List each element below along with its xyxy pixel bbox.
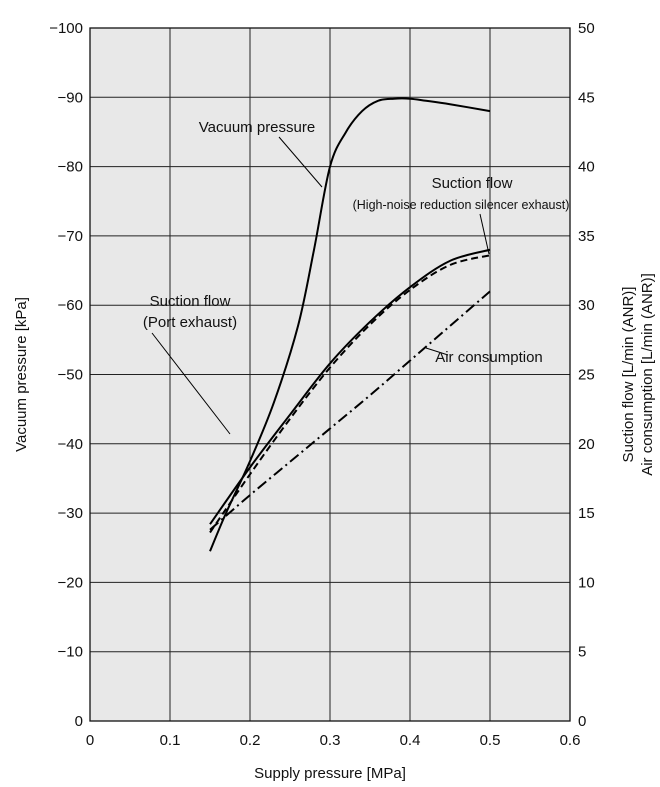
y-tick-label: −100 [49, 20, 83, 37]
y2-tick-label: 50 [578, 20, 595, 37]
series-line-3 [209, 290, 491, 531]
series-line-0 [209, 97, 491, 552]
y-tick-label: −30 [58, 505, 83, 522]
annotation-air-consumption: Air consumption [435, 349, 543, 366]
leader-line-suction-silencer [479, 213, 490, 255]
plot-frame [89, 27, 571, 722]
annotation-suction-flow-port-subtitle: (Port exhaust) [143, 314, 237, 331]
x-tick-label: 0.2 [240, 732, 261, 749]
annotation-suction-flow-port-title: Suction flow [150, 293, 231, 310]
series-layer [209, 97, 491, 552]
y-tick-label: −60 [58, 297, 83, 314]
y-tick-label: −70 [58, 228, 83, 245]
y2-tick-label: 0 [578, 713, 586, 730]
grid-layer [90, 28, 570, 721]
annotation-vacuum-pressure: Vacuum pressure [199, 119, 315, 136]
y2-tick-label: 15 [578, 505, 595, 522]
leader-line-suction-port [151, 332, 231, 435]
annotation-suction-flow-silencer-title: Suction flow [432, 175, 513, 192]
y-axis-label: Vacuum pressure [kPa] [13, 297, 30, 452]
x-tick-label: 0 [86, 732, 94, 749]
y2-tick-label: 10 [578, 574, 595, 591]
x-tick-label: 0.4 [400, 732, 421, 749]
y2-axis-label-suction: Suction flow [L/min (ANR)] [620, 287, 637, 463]
x-tick-label: 0.3 [320, 732, 341, 749]
y2-axis-label-air: Air consumption [L/min (ANR)] [639, 273, 656, 476]
y2-tick-label: 40 [578, 159, 595, 176]
y2-tick-label: 45 [578, 89, 595, 106]
y-tick-label: −20 [58, 574, 83, 591]
leader-line-air-consumption [425, 347, 449, 356]
y-tick-label: 0 [75, 713, 83, 730]
leader-line-vacuum-pressure [278, 136, 323, 188]
y-tick-labels: 0 −10 −20 −30 −40 −50 −60 −70 −80 −90 −100 [49, 20, 83, 730]
y-tick-label: −90 [58, 89, 83, 106]
series-line-2 [209, 254, 491, 534]
y2-tick-label: 20 [578, 436, 595, 453]
annotation-suction-flow-silencer-subtitle: (High-noise reduction silencer exhaust) [353, 198, 570, 212]
y-tick-label: −10 [58, 644, 83, 661]
y2-tick-labels: 0 5 10 15 20 25 30 35 40 45 50 [578, 20, 595, 730]
y2-tick-label: 35 [578, 228, 595, 245]
x-tick-label: 0.5 [480, 732, 501, 749]
y2-tick-label: 30 [578, 297, 595, 314]
series-line-1 [209, 248, 491, 525]
y-tick-label: −50 [58, 367, 83, 384]
x-axis-label: Supply pressure [MPa] [254, 765, 406, 782]
x-tick-label: 0.6 [560, 732, 581, 749]
x-tick-labels: 0 0.1 0.2 0.3 0.4 0.5 0.6 [86, 732, 581, 749]
y-tick-label: −80 [58, 159, 83, 176]
x-tick-label: 0.1 [160, 732, 181, 749]
y2-tick-label: 25 [578, 367, 595, 384]
annotation-leader-layer [151, 136, 490, 435]
y2-tick-label: 5 [578, 644, 586, 661]
y-tick-label: −40 [58, 436, 83, 453]
